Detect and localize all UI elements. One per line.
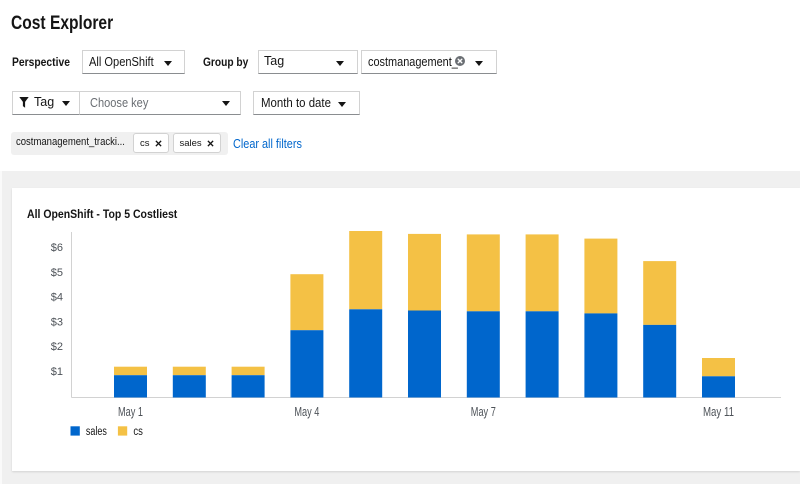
svg-text:$2: $2 bbox=[51, 341, 63, 353]
svg-text:sales: sales bbox=[86, 426, 107, 438]
svg-text:$4: $4 bbox=[51, 292, 63, 304]
svg-text:May 1: May 1 bbox=[118, 405, 143, 419]
svg-text:May 11: May 11 bbox=[703, 405, 734, 419]
svg-text:$3: $3 bbox=[51, 316, 63, 328]
svg-text:$1: $1 bbox=[51, 366, 63, 378]
svg-text:May 7: May 7 bbox=[471, 405, 496, 419]
svg-text:cs: cs bbox=[133, 426, 143, 438]
svg-text:May 4: May 4 bbox=[294, 405, 319, 419]
svg-text:$5: $5 bbox=[51, 267, 63, 279]
svg-text:$6: $6 bbox=[51, 242, 63, 254]
